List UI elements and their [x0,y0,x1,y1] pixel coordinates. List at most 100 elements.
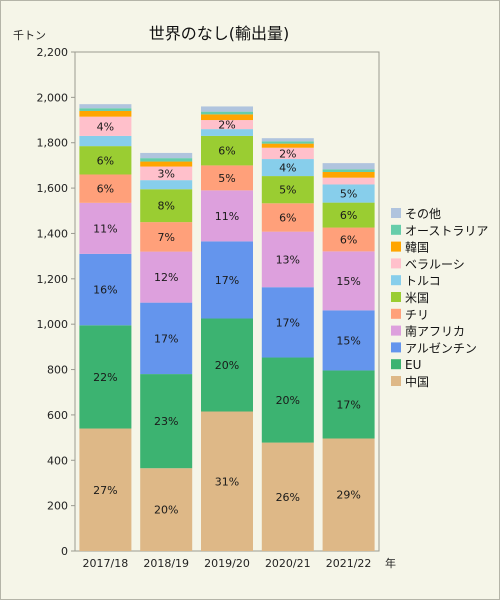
y-tick-label: 1,800 [37,137,69,150]
legend-swatch [391,376,401,386]
x-tick-label: 2019/20 [204,557,250,570]
bar-segment [322,171,375,178]
legend-label: チリ [405,308,429,322]
bar-segment [79,325,132,429]
x-axis: 2017/18 2018/19 2019/20 2020/21 2021/22 [83,557,372,570]
legend-label: その他 [405,207,441,221]
bar-segment [79,116,132,136]
segment-percent-label: 22% [93,371,117,384]
legend-swatch [391,241,401,252]
bar-segment [261,159,314,177]
segment-percent-label: 15% [336,275,360,288]
y-tick-label: 1,000 [37,318,69,331]
bar-segment [261,141,314,144]
bar-segment [79,108,132,111]
segment-percent-label: 4% [279,162,296,175]
legend-swatch [391,359,401,370]
segment-percent-label: 7% [157,231,174,244]
bar-segment [261,357,314,443]
bar-segment [322,202,375,228]
legend-swatch [391,342,401,353]
segment-percent-label: 15% [336,334,360,347]
segment-percent-label: 20% [276,394,300,407]
bar-segment [201,129,253,136]
bar-segment [201,111,253,115]
segment-percent-label: 2% [279,147,296,160]
segment-percent-label: 12% [154,271,178,284]
segment-percent-label: 29% [336,489,360,502]
segment-percent-label: 5% [218,172,235,185]
legend-label: 中国 [405,374,429,389]
segment-percent-label: 5% [340,188,357,201]
chart-title: 世界のなし(輸出量) [149,24,290,43]
bar-segment [261,138,314,142]
y-tick-label: 2,200 [37,46,69,59]
bar-segment [261,442,314,551]
bar-segment [261,203,314,232]
legend-label: EU [405,358,421,372]
legend-label: ベラルーシ [405,257,465,271]
bar-segment [322,184,375,203]
segment-percent-label: 17% [276,316,300,329]
bars-group [79,104,375,551]
bar-segment [322,227,375,252]
bar-segment [201,120,253,130]
segment-percent-label: 8% [157,200,174,213]
segment-percent-label: 27% [93,484,117,497]
segment-percent-label: 6% [340,233,357,246]
bar-segment [79,146,132,175]
y-tick-label: 0 [61,545,68,558]
segment-percent-label: 23% [154,415,178,428]
bar-segment [140,161,193,167]
y-tick-label: 200 [47,500,68,513]
bar-segment [201,318,253,412]
bar-segment [322,310,375,371]
y-axis: 0 200 400 600 800 1,000 1,200 1,400 1,600 1,800 2,… [37,46,75,558]
y-tick-label: 1,200 [37,273,69,286]
segment-percent-label: 5% [279,184,296,197]
segment-percent-label: 6% [340,209,357,222]
bar-segment [261,176,314,204]
bar-segment [79,174,132,203]
bar-segment [322,251,375,311]
segment-percent-label: 11% [93,222,117,235]
bar-segment [261,143,314,148]
legend-swatch [391,208,401,218]
bar-segment [79,428,132,551]
bar-segment [140,166,193,181]
bar-segment [79,104,132,109]
bar-segment [201,411,253,551]
y-tick-label: 800 [47,364,68,377]
bar-segment [79,202,132,254]
legend-swatch [391,292,401,302]
legend-label: オーストラリア [405,224,488,238]
segment-percent-label: 31% [215,475,239,488]
segment-percent-label: 26% [276,491,300,504]
bar-segment [140,189,193,223]
y-tick-label: 1,400 [37,227,69,240]
segment-percent-label: 6% [218,145,235,158]
legend-label: 南アフリカ [405,324,465,339]
bar-segment [140,152,193,159]
segment-percent-label: 16% [93,284,117,297]
bar-segment [261,231,314,288]
bar-segment [261,147,314,160]
bar-segment [79,253,132,326]
segment-percent-label: 11% [215,210,239,223]
segment-percent-label: 4% [97,120,114,133]
y-axis-unit-label: 千トン [13,29,46,42]
legend-label: 米国 [405,291,429,305]
legend-swatch [391,224,401,235]
segment-percent-label: 13% [276,253,300,266]
segment-percent-label: 17% [154,332,178,345]
bar-segment [140,302,193,375]
bar-segment [140,158,193,162]
x-tick-label: 2018/19 [143,557,189,570]
segment-percent-label: 17% [336,398,360,411]
bar-segment [201,165,253,191]
bar-segment [201,135,253,166]
segment-percent-label: 20% [154,504,178,517]
y-tick-label: 600 [47,409,68,422]
x-axis-unit-label: 年 [385,556,396,570]
segment-labels-group: 27% 22% 16% 11% 6% 6% 4% 20% 23% 17% 12% 7% 8% 3% 31% 2… [93,119,361,517]
